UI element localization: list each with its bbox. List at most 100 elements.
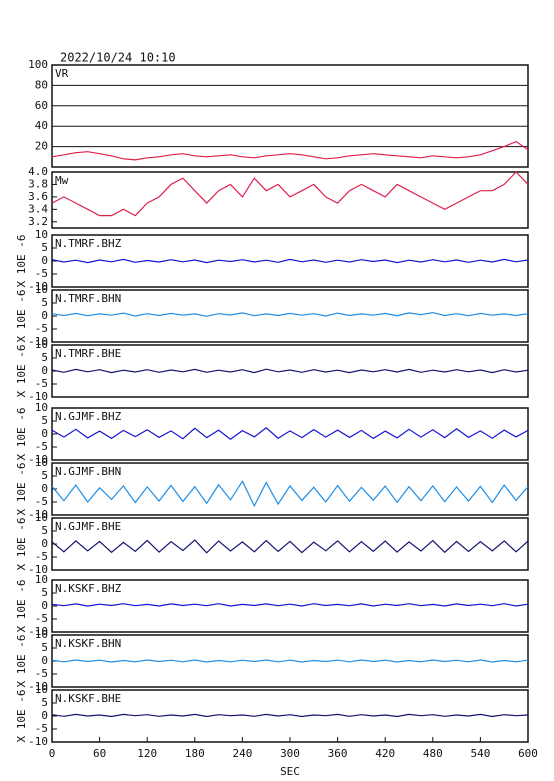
y-tick-label: 3.2 bbox=[28, 215, 48, 228]
y-tick-label: 40 bbox=[35, 119, 48, 132]
y-tick-label: 0 bbox=[41, 709, 48, 722]
y-tick-label: -10 bbox=[28, 680, 48, 693]
panel-frame bbox=[51, 517, 529, 571]
trace bbox=[51, 311, 529, 317]
y-tick-label: 10 bbox=[35, 338, 48, 351]
trace bbox=[51, 539, 529, 554]
x-tick-label: 540 bbox=[470, 747, 490, 760]
trace-label: N.GJMF.BHN bbox=[55, 465, 121, 478]
trace bbox=[51, 713, 529, 718]
y-tick-label: 80 bbox=[35, 78, 48, 91]
x-tick-label: 120 bbox=[137, 747, 157, 760]
y-tick-label: 4.0 bbox=[28, 165, 48, 178]
y-tick-label: -10 bbox=[28, 453, 48, 466]
y-tick-label: 3.8 bbox=[28, 177, 48, 190]
x-axis-label: SEC bbox=[280, 765, 300, 778]
y-tick-label: 5 bbox=[41, 641, 48, 654]
y-tick-label: -10 bbox=[28, 735, 48, 748]
x-tick-label: 60 bbox=[93, 747, 106, 760]
y-tick-label: 60 bbox=[35, 99, 48, 112]
y-tick-label: -10 bbox=[28, 563, 48, 576]
y-tick-label: 100 bbox=[28, 58, 48, 71]
x-tick-label: 360 bbox=[328, 747, 348, 760]
y-tick-label: -10 bbox=[28, 280, 48, 293]
panel-frame bbox=[51, 344, 529, 398]
y-tick-label: -5 bbox=[35, 722, 48, 735]
y-axis-label: X 10E -6 bbox=[15, 290, 28, 343]
trace bbox=[51, 140, 529, 161]
y-tick-label: 0 bbox=[41, 599, 48, 612]
trace bbox=[51, 659, 529, 663]
y-tick-label: -5 bbox=[35, 495, 48, 508]
y-tick-label: 0 bbox=[41, 309, 48, 322]
y-axis-label: X 10E -6 bbox=[15, 518, 28, 571]
y-tick-label: 0 bbox=[41, 427, 48, 440]
trace-label: VR bbox=[55, 67, 69, 80]
trace-label: N.KSKF.BHZ bbox=[55, 582, 122, 595]
y-tick-label: 5 bbox=[41, 524, 48, 537]
trace-label: Mw bbox=[55, 174, 69, 187]
y-tick-label: 10 bbox=[35, 628, 48, 641]
y-tick-label: -5 bbox=[35, 377, 48, 390]
y-tick-label: -5 bbox=[35, 322, 48, 335]
x-tick-label: 480 bbox=[423, 747, 443, 760]
y-tick-label: 5 bbox=[41, 696, 48, 709]
y-axis-label: X 10E -6 bbox=[15, 408, 28, 461]
y-tick-label: -5 bbox=[35, 550, 48, 563]
panel-frame bbox=[51, 462, 529, 516]
y-tick-label: 10 bbox=[35, 683, 48, 696]
trace-label: N.KSKF.BHN bbox=[55, 637, 121, 650]
y-tick-label: 3.6 bbox=[28, 190, 48, 203]
x-tick-label: 180 bbox=[185, 747, 205, 760]
y-tick-label: -10 bbox=[28, 335, 48, 348]
y-tick-label: 10 bbox=[35, 228, 48, 241]
trace-label: N.TMRF.BHN bbox=[55, 292, 121, 305]
y-axis-label: X 10E -6 bbox=[15, 635, 28, 688]
trace-label: N.TMRF.BHZ bbox=[55, 237, 122, 250]
y-tick-label: 20 bbox=[35, 140, 48, 153]
y-axis-label: X 10E -6 bbox=[15, 345, 28, 398]
x-tick-label: 600 bbox=[518, 747, 538, 760]
panel-frame bbox=[51, 689, 529, 743]
panel-frame bbox=[51, 407, 529, 461]
panel-frame bbox=[51, 64, 529, 168]
y-tick-label: 10 bbox=[35, 511, 48, 524]
y-tick-label: 5 bbox=[41, 351, 48, 364]
y-axis-label: X 10E -6 bbox=[15, 580, 28, 633]
y-tick-label: 0 bbox=[41, 482, 48, 495]
y-axis-label: X 10E -6 bbox=[15, 690, 28, 743]
trace-label: N.KSKF.BHE bbox=[55, 692, 121, 705]
panel-frame bbox=[51, 289, 529, 343]
y-axis-label: X 10E -6 bbox=[15, 463, 28, 516]
chart-title: 2022/10/24 10:10 bbox=[60, 51, 176, 65]
trace-label: N.GJMF.BHZ bbox=[55, 410, 122, 423]
panel-frame bbox=[51, 579, 529, 633]
y-tick-label: 10 bbox=[35, 401, 48, 414]
y-tick-label: -10 bbox=[28, 625, 48, 638]
trace-label: N.GJMF.BHE bbox=[55, 520, 121, 533]
x-tick-label: 240 bbox=[232, 747, 252, 760]
trace bbox=[51, 171, 529, 217]
y-tick-label: -10 bbox=[28, 390, 48, 403]
trace bbox=[51, 479, 529, 508]
panel-frame bbox=[51, 234, 529, 288]
y-tick-label: -10 bbox=[28, 508, 48, 521]
y-tick-label: 5 bbox=[41, 296, 48, 309]
trace bbox=[51, 603, 529, 607]
y-tick-label: -5 bbox=[35, 440, 48, 453]
y-tick-label: 5 bbox=[41, 414, 48, 427]
y-tick-label: 0 bbox=[41, 364, 48, 377]
y-tick-label: -5 bbox=[35, 667, 48, 680]
y-tick-label: 10 bbox=[35, 573, 48, 586]
y-tick-label: 10 bbox=[35, 456, 48, 469]
trace bbox=[51, 258, 529, 264]
panel-frame bbox=[51, 171, 529, 229]
x-tick-label: 0 bbox=[49, 747, 56, 760]
y-tick-label: -5 bbox=[35, 612, 48, 625]
y-tick-label: 5 bbox=[41, 586, 48, 599]
trace bbox=[51, 427, 529, 440]
x-tick-label: 300 bbox=[280, 747, 300, 760]
y-tick-label: 5 bbox=[41, 241, 48, 254]
trace bbox=[51, 368, 529, 374]
